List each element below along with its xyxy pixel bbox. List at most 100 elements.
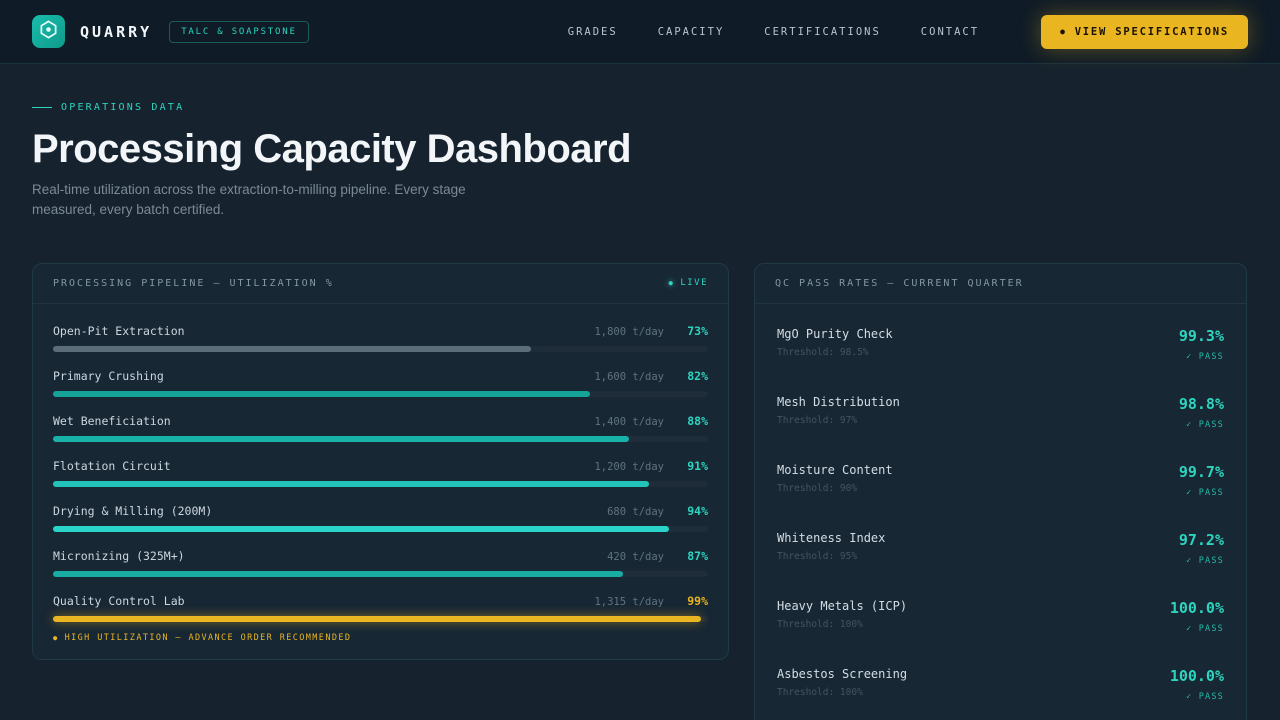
pipeline-utilization-card: PROCESSING PIPELINE — UTILIZATION % ● LI… bbox=[32, 263, 729, 660]
pipeline-card-title: PROCESSING PIPELINE — UTILIZATION % bbox=[53, 278, 334, 289]
qc-check-rate: 97.2% bbox=[1179, 531, 1224, 549]
gem-hexagon-icon bbox=[39, 20, 58, 43]
nav-item-contact[interactable]: CONTACT bbox=[921, 26, 979, 38]
utilization-bar-track bbox=[53, 346, 708, 352]
qc-check-rate: 99.7% bbox=[1179, 463, 1224, 481]
high-utilization-alert: ● HIGH UTILIZATION — ADVANCE ORDER RECOMM… bbox=[53, 633, 708, 643]
brand-name: QUARRY bbox=[80, 23, 152, 41]
view-specifications-button[interactable]: ● VIEW SPECIFICATIONS bbox=[1041, 15, 1248, 49]
pipeline-stage-row: Drying & Milling (200M) 680 t/day 94% bbox=[53, 504, 708, 532]
qc-card-title: QC PASS RATES — CURRENT QUARTER bbox=[775, 278, 1024, 289]
qc-check-right: 97.2% ✓ PASS bbox=[1179, 531, 1224, 566]
qc-pass-label: PASS bbox=[1199, 352, 1224, 362]
stage-throughput: 1,200 t/day bbox=[594, 461, 664, 473]
nav-item-certifications[interactable]: CERTIFICATIONS bbox=[764, 26, 881, 38]
stage-label-row: Quality Control Lab 1,315 t/day 99% bbox=[53, 594, 708, 608]
pipeline-card-header: PROCESSING PIPELINE — UTILIZATION % ● LI… bbox=[33, 264, 728, 304]
utilization-bar-track bbox=[53, 526, 708, 532]
qc-check-threshold: Threshold: 90% bbox=[777, 483, 893, 494]
stage-name: Micronizing (325M+) bbox=[53, 549, 185, 563]
stage-throughput: 1,315 t/day bbox=[594, 596, 664, 608]
stage-throughput: 1,800 t/day bbox=[594, 326, 664, 338]
check-icon: ✓ bbox=[1186, 420, 1192, 430]
stage-throughput: 420 t/day bbox=[607, 551, 664, 563]
qc-card-header: QC PASS RATES — CURRENT QUARTER bbox=[755, 264, 1246, 304]
alert-dot-icon: ● bbox=[53, 634, 59, 642]
qc-check-right: 100.0% ✓ PASS bbox=[1170, 599, 1224, 634]
stage-percent: 73% bbox=[664, 324, 708, 338]
qc-check-left: Asbestos Screening Threshold: 100% bbox=[777, 667, 907, 702]
check-icon: ✓ bbox=[1186, 352, 1192, 362]
pipeline-stage-list: Open-Pit Extraction 1,800 t/day 73% Prim… bbox=[33, 304, 728, 659]
high-utilization-alert-label: HIGH UTILIZATION — ADVANCE ORDER RECOMME… bbox=[65, 633, 352, 643]
qc-pass-badge: ✓ PASS bbox=[1179, 556, 1224, 566]
qc-check-rate: 99.3% bbox=[1179, 327, 1224, 345]
qc-check-list: MgO Purity Check Threshold: 98.5% 99.3% … bbox=[755, 304, 1246, 720]
top-navigation-bar: QUARRY TALC & SOAPSTONE GRADES CAPACITY … bbox=[0, 0, 1280, 64]
qc-pass-label: PASS bbox=[1199, 692, 1224, 702]
qc-check-left: MgO Purity Check Threshold: 98.5% bbox=[777, 327, 893, 362]
pipeline-stage-row: Open-Pit Extraction 1,800 t/day 73% bbox=[53, 324, 708, 352]
qc-check-name: Moisture Content bbox=[777, 463, 893, 477]
utilization-bar-track bbox=[53, 436, 708, 442]
stage-percent: 99% bbox=[664, 594, 708, 608]
nav-item-capacity[interactable]: CAPACITY bbox=[658, 26, 725, 38]
page-title: Processing Capacity Dashboard bbox=[32, 127, 1248, 172]
qc-check-left: Heavy Metals (ICP) Threshold: 100% bbox=[777, 599, 907, 634]
stage-name: Primary Crushing bbox=[53, 369, 164, 383]
dashboard-content: PROCESSING PIPELINE — UTILIZATION % ● LI… bbox=[0, 263, 1280, 720]
qc-check-row: MgO Purity Check Threshold: 98.5% 99.3% … bbox=[777, 310, 1224, 378]
qc-check-threshold: Threshold: 95% bbox=[777, 551, 885, 562]
qc-check-rate: 98.8% bbox=[1179, 395, 1224, 413]
main-nav: GRADES CAPACITY CERTIFICATIONS CONTACT bbox=[568, 26, 979, 38]
check-icon: ✓ bbox=[1186, 556, 1192, 566]
qc-check-name: Mesh Distribution bbox=[777, 395, 900, 409]
hero-section: OPERATIONS DATA Processing Capacity Dash… bbox=[0, 64, 1280, 221]
utilization-bar-fill bbox=[53, 346, 531, 352]
stage-label-row: Wet Beneficiation 1,400 t/day 88% bbox=[53, 414, 708, 428]
utilization-bar-fill bbox=[53, 616, 701, 622]
nav-item-grades[interactable]: GRADES bbox=[568, 26, 618, 38]
stage-name: Drying & Milling (200M) bbox=[53, 504, 212, 518]
qc-pass-label: PASS bbox=[1199, 556, 1224, 566]
stage-percent: 91% bbox=[664, 459, 708, 473]
qc-pass-label: PASS bbox=[1199, 420, 1224, 430]
stage-label-row: Drying & Milling (200M) 680 t/day 94% bbox=[53, 504, 708, 518]
qc-check-right: 98.8% ✓ PASS bbox=[1179, 395, 1224, 430]
stage-name: Wet Beneficiation bbox=[53, 414, 171, 428]
stage-label-row: Micronizing (325M+) 420 t/day 87% bbox=[53, 549, 708, 563]
qc-check-row: Asbestos Screening Threshold: 100% 100.0… bbox=[777, 650, 1224, 718]
qc-check-right: 99.7% ✓ PASS bbox=[1179, 463, 1224, 498]
utilization-bar-fill bbox=[53, 436, 629, 442]
check-icon: ✓ bbox=[1186, 624, 1192, 634]
pipeline-stage-row: Quality Control Lab 1,315 t/day 99% bbox=[53, 594, 708, 622]
stage-name: Flotation Circuit bbox=[53, 459, 171, 473]
eyebrow-dash-icon bbox=[32, 107, 52, 108]
product-badge: TALC & SOAPSTONE bbox=[169, 21, 309, 43]
brand-logo[interactable] bbox=[32, 15, 65, 48]
utilization-bar-fill bbox=[53, 526, 669, 532]
dot-icon: ● bbox=[1060, 27, 1067, 36]
page-subtitle: Real-time utilization across the extract… bbox=[32, 180, 490, 221]
qc-check-name: Asbestos Screening bbox=[777, 667, 907, 681]
qc-column: QC PASS RATES — CURRENT QUARTER MgO Puri… bbox=[754, 263, 1247, 720]
qc-check-right: 99.3% ✓ PASS bbox=[1179, 327, 1224, 362]
qc-pass-badge: ✓ PASS bbox=[1179, 488, 1224, 498]
stage-percent: 82% bbox=[664, 369, 708, 383]
stage-percent: 87% bbox=[664, 549, 708, 563]
pipeline-stage-row: Flotation Circuit 1,200 t/day 91% bbox=[53, 459, 708, 487]
qc-check-row: Moisture Content Threshold: 90% 99.7% ✓ … bbox=[777, 446, 1224, 514]
qc-pass-badge: ✓ PASS bbox=[1179, 352, 1224, 362]
qc-check-name: Heavy Metals (ICP) bbox=[777, 599, 907, 613]
qc-check-left: Whiteness Index Threshold: 95% bbox=[777, 531, 885, 566]
qc-check-threshold: Threshold: 98.5% bbox=[777, 347, 893, 358]
stage-percent: 94% bbox=[664, 504, 708, 518]
utilization-bar-track bbox=[53, 571, 708, 577]
stage-name: Open-Pit Extraction bbox=[53, 324, 185, 338]
stage-label-row: Open-Pit Extraction 1,800 t/day 73% bbox=[53, 324, 708, 338]
stage-name: Quality Control Lab bbox=[53, 594, 185, 608]
qc-check-left: Mesh Distribution Threshold: 97% bbox=[777, 395, 900, 430]
qc-check-threshold: Threshold: 100% bbox=[777, 687, 907, 698]
stage-label-row: Primary Crushing 1,600 t/day 82% bbox=[53, 369, 708, 383]
qc-pass-badge: ✓ PASS bbox=[1170, 692, 1224, 702]
